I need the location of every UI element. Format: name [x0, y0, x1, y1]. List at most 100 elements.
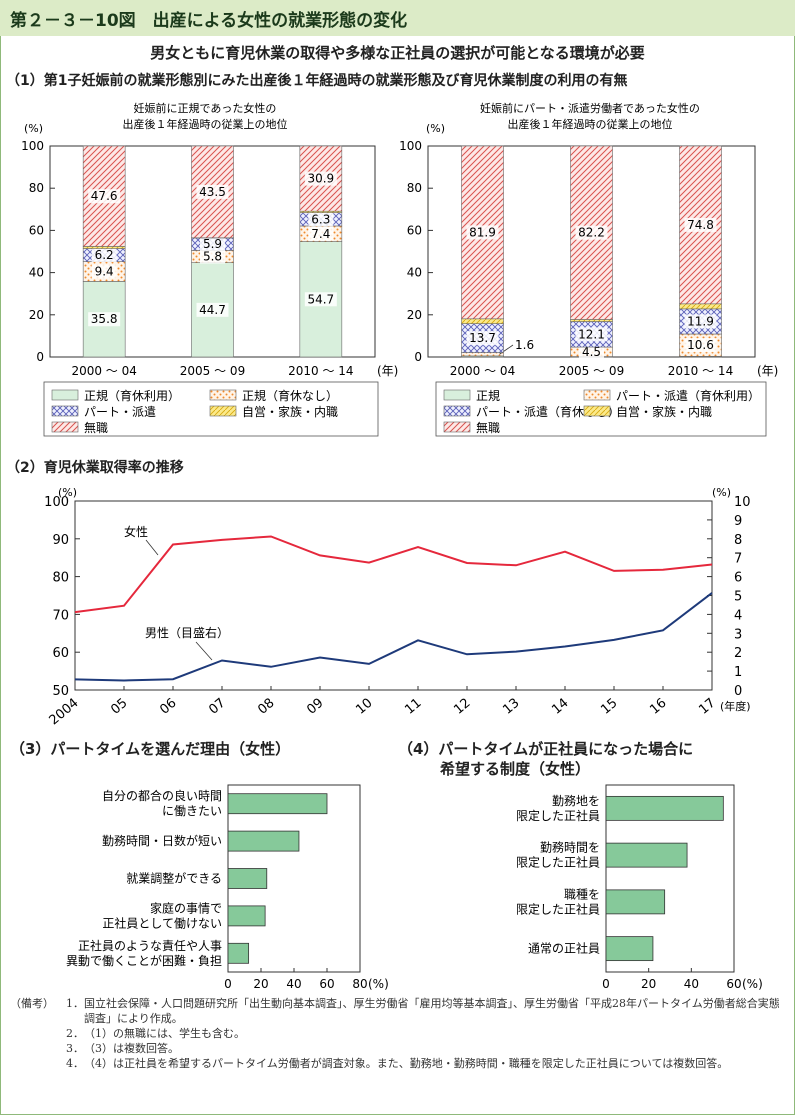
y-tick-label: 80	[29, 181, 44, 195]
bar-segment	[462, 353, 504, 356]
legend-swatch	[210, 406, 236, 416]
chart-title-line: 妊娠前に正規であった女性の	[134, 101, 277, 115]
category-label: 限定した正社員	[516, 855, 600, 870]
data-label: 5.8	[203, 250, 222, 264]
x-tick-label: 09	[304, 696, 326, 718]
series-label-leader	[196, 642, 212, 660]
data-label: 13.7	[469, 331, 496, 345]
category-label: 異動で働くことが困難・負担	[66, 953, 222, 968]
y-tick-label: 40	[29, 266, 44, 280]
bar	[228, 906, 265, 926]
category-label: 限定した正社員	[516, 808, 600, 823]
x-tick-label: 07	[206, 696, 228, 718]
series-label: 男性（目盛右）	[145, 625, 229, 640]
part-time-reasons-bar-chart: 0 20 40 60 80 (%)自分の都合の良い時間に働きたい勤務時間・日数が短い就業調…	[66, 785, 389, 991]
x-tick-label: 0	[224, 977, 232, 991]
data-label: 81.9	[469, 225, 496, 239]
data-label: 1.6	[515, 338, 534, 352]
x-tick-label: 2005 ～ 09	[180, 364, 245, 378]
note-number: 2．	[66, 1026, 84, 1041]
y-tick-label-right: 7	[734, 552, 742, 567]
x-tick-label: 2005 ～ 09	[559, 364, 624, 378]
x-tick-label: 05	[108, 696, 130, 718]
legend-swatch	[444, 390, 470, 400]
note-text: （1）の無職には、学生も含む。	[84, 1026, 245, 1041]
chart-title-line: 出産後１年経過時の従業上の地位	[508, 117, 673, 131]
y-tick-label-right: 1	[734, 665, 742, 680]
legend-label: パート・派遣	[84, 404, 156, 419]
note-number: 1．	[66, 996, 84, 1026]
y-tick-label-right: 4	[734, 608, 742, 623]
y-tick-label-left: 80	[52, 571, 69, 586]
category-label: 職種を	[564, 887, 600, 901]
childcare-leave-line-chart: (%) (%)50607080901000123456789102004 05 06 0…	[44, 486, 750, 728]
bar	[606, 937, 653, 961]
category-label: 家庭の事情で	[150, 900, 222, 915]
y-tick-label: 60	[29, 223, 44, 237]
notes: （備考） 1． 国立社会保障・人口問題研究所「出生動向基本調査」、厚生労働省「雇用均…	[10, 996, 790, 1071]
y-tick-label: 20	[407, 308, 422, 322]
x-tick-label: 0	[602, 977, 610, 991]
y-tick-label-right: 0	[734, 684, 742, 699]
bar-segment	[571, 319, 613, 321]
data-label: 9.4	[95, 265, 114, 279]
bar	[606, 796, 723, 820]
note-row-4: 4． （4）は正社員を希望するパートタイム労働者が調査対象。また、勤務地・勤務時間…	[10, 1056, 790, 1071]
x-tick-label: 08	[255, 696, 277, 718]
data-label: 5.9	[203, 237, 222, 251]
x-tick-label: 20	[641, 977, 656, 991]
category-label: に働きたい	[162, 804, 222, 818]
y-tick-label-right: 2	[734, 646, 742, 661]
data-label: 47.6	[91, 189, 118, 203]
legend-label: 無職	[476, 420, 500, 435]
y-axis-unit-right: (%)	[712, 486, 731, 499]
desired-system-bar-chart: 0 20 40 60 (%)勤務地を限定した正社員勤務時間を限定した正社員職種を限定した…	[516, 785, 763, 991]
x-tick-label: 80	[352, 977, 367, 991]
legend-swatch	[52, 422, 78, 432]
legend-label: 自営・家族・内職	[242, 404, 338, 419]
x-tick-label: 40	[684, 977, 699, 991]
y-tick-label: 40	[407, 266, 422, 280]
y-tick-label: 80	[407, 181, 422, 195]
y-tick-label: 0	[414, 350, 422, 364]
data-label: 6.2	[95, 248, 114, 262]
bar	[606, 843, 687, 867]
chart-title-line: 妊娠前にパート・派遣労働者であった女性の	[480, 101, 700, 115]
x-tick-label: 2000 ～ 04	[450, 364, 515, 378]
bar	[228, 831, 299, 851]
legend-swatch	[444, 406, 470, 416]
y-tick-label-right: 8	[734, 533, 742, 548]
note-text: 国立社会保障・人口問題研究所「出生動向基本調査」、厚生労働省「雇用均等基本調査」…	[84, 996, 790, 1026]
legend-label: 無職	[84, 420, 108, 435]
x-tick-label: 10	[353, 696, 375, 718]
legend-label: パート・派遣（育休利用）	[616, 388, 760, 403]
y-axis-unit: (%)	[426, 122, 445, 135]
data-label: 74.8	[687, 218, 714, 232]
note-row-3: 3． （3）は複数回答。	[10, 1041, 790, 1056]
note-row-1: （備考） 1． 国立社会保障・人口問題研究所「出生動向基本調査」、厚生労働省「雇用均…	[10, 996, 790, 1026]
legend-label: 正規	[476, 388, 500, 403]
legend-swatch	[210, 390, 236, 400]
y-tick-label: 100	[21, 139, 44, 153]
category-label: 勤務地を	[552, 794, 600, 808]
note-text: （4）は正社員を希望するパートタイム労働者が調査対象。また、勤務地・勤務時間・職…	[84, 1056, 728, 1071]
x-tick-label: 60	[319, 977, 334, 991]
x-tick-label: 14	[549, 696, 571, 718]
legend-swatch	[584, 406, 610, 416]
charts-canvas: 妊娠前に正規であった女性の出産後１年経過時の従業上の地位(%)020406080…	[0, 0, 795, 995]
x-tick-label: 17	[696, 696, 718, 718]
data-label: 35.8	[91, 312, 118, 326]
note-row-2: 2． （1）の無職には、学生も含む。	[10, 1026, 790, 1041]
y-tick-label-left: 50	[52, 684, 69, 699]
x-tick-label: 13	[500, 696, 522, 718]
category-label: 限定した正社員	[516, 901, 600, 916]
data-label: 12.1	[578, 327, 605, 341]
series-label-leader	[146, 540, 158, 555]
legend-swatch	[444, 422, 470, 432]
bar-segment	[83, 246, 125, 248]
note-number: 3．	[66, 1041, 84, 1056]
x-axis-unit: (年度)	[720, 699, 751, 713]
y-tick-label-left: 60	[52, 646, 69, 661]
legend-label: 自営・家族・内職	[616, 404, 712, 419]
